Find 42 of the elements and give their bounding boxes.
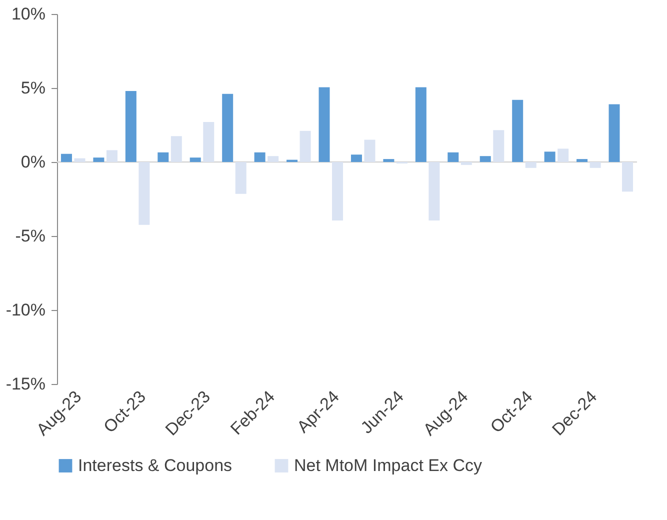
y-tick-label: 0% xyxy=(20,152,46,172)
bar xyxy=(332,162,344,220)
bar xyxy=(525,162,536,168)
bar xyxy=(608,104,620,162)
bar xyxy=(544,152,556,162)
bar xyxy=(576,159,588,162)
bar xyxy=(364,140,376,162)
bar xyxy=(415,87,426,162)
bar xyxy=(622,162,634,192)
bar xyxy=(493,130,504,162)
bar xyxy=(460,162,472,165)
bar xyxy=(428,162,440,220)
bar xyxy=(106,150,118,162)
bar xyxy=(448,152,459,162)
bar xyxy=(74,158,86,162)
bar xyxy=(383,159,394,162)
bar xyxy=(138,162,150,225)
legend-label: Net MtoM Impact Ex Ccy xyxy=(294,456,482,475)
legend-label: Interests & Coupons xyxy=(78,456,232,475)
bar xyxy=(512,100,524,162)
bar xyxy=(170,136,182,162)
bar xyxy=(222,94,234,162)
bar xyxy=(300,130,311,162)
bar xyxy=(60,154,72,162)
bar xyxy=(254,152,266,162)
y-tick-label: 10% xyxy=(11,4,46,24)
bar xyxy=(318,87,330,162)
y-tick-label: -10% xyxy=(6,300,46,320)
bar xyxy=(203,122,214,162)
bar xyxy=(350,154,362,162)
y-tick-label: -15% xyxy=(6,374,46,394)
y-tick-label: 5% xyxy=(20,78,46,98)
bar xyxy=(480,156,491,162)
bar xyxy=(558,148,569,162)
bar xyxy=(590,162,601,168)
bar xyxy=(158,152,169,162)
bar xyxy=(235,162,246,194)
bar xyxy=(125,90,136,162)
bar xyxy=(93,158,104,162)
bar xyxy=(268,156,279,162)
y-tick-label: -5% xyxy=(15,226,46,246)
bar xyxy=(190,158,201,162)
